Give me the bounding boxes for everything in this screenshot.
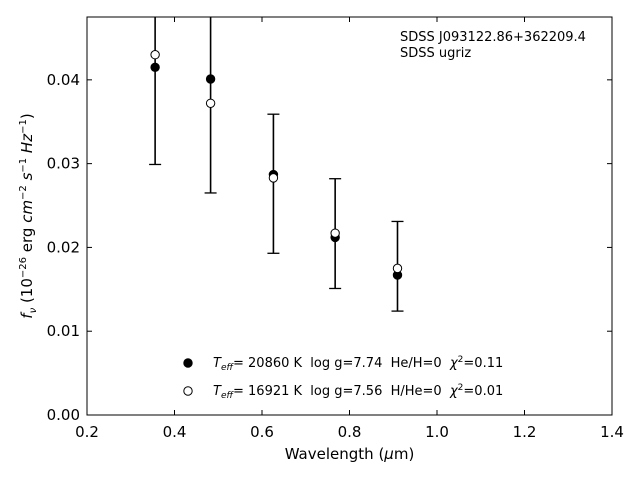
data-point-filled: [150, 62, 160, 72]
legend: Teff= 20860 K log g=7.74 He/H=0 χ2=0.11 …: [183, 355, 503, 401]
x-tick-label: 1.0: [425, 423, 449, 441]
x-tick-label: 1.2: [513, 423, 537, 441]
x-tick-label: 0.2: [75, 423, 99, 441]
y-axis-label: fν (10−26 erg cm−2 s−1 Hz−1): [18, 113, 39, 318]
legend-marker-filled: [183, 358, 193, 368]
data-point-open: [392, 263, 403, 274]
data-point-open: [205, 98, 216, 109]
plot-area: [149, 17, 404, 312]
x-tick-label: 0.6: [250, 423, 274, 441]
x-tick-label: 1.4: [600, 423, 624, 441]
annotation-line-2: SDSS ugriz: [400, 46, 471, 61]
y-tick-label: 0.00: [47, 406, 80, 424]
x-tick-label: 0.4: [163, 423, 187, 441]
data-point-filled: [205, 74, 216, 84]
data-point-open: [150, 50, 160, 60]
x-axis-label: Wavelength (μm): [285, 445, 415, 463]
legend-entry-1: Teff= 20860 K log g=7.74 He/H=0 χ2=0.11: [213, 355, 503, 373]
y-tick-label: 0.04: [47, 71, 80, 89]
y-tick-label: 0.03: [47, 155, 80, 173]
annotation-line-1: SDSS J093122.86+362209.4: [400, 30, 586, 45]
y-tick-label: 0.02: [47, 238, 80, 256]
axis-ticks: 0.2 0.4 0.6 0.8 1.0 1.2 1.4 0.00 0.01 0.02 0.03 0.0…: [47, 17, 624, 441]
x-tick-label: 0.8: [338, 423, 362, 441]
data-point-open: [268, 173, 279, 183]
legend-marker-open: [183, 386, 193, 396]
data-point-open: [330, 228, 340, 238]
y-tick-label: 0.01: [47, 322, 80, 340]
legend-entry-2: Teff= 16921 K log g=7.56 H/He=0 χ2=0.01: [213, 383, 503, 401]
svg-text:fν (10−26 erg cm−2 s−1 Hz−1): fν (10−26 erg cm−2 s−1 Hz−1): [18, 113, 39, 318]
